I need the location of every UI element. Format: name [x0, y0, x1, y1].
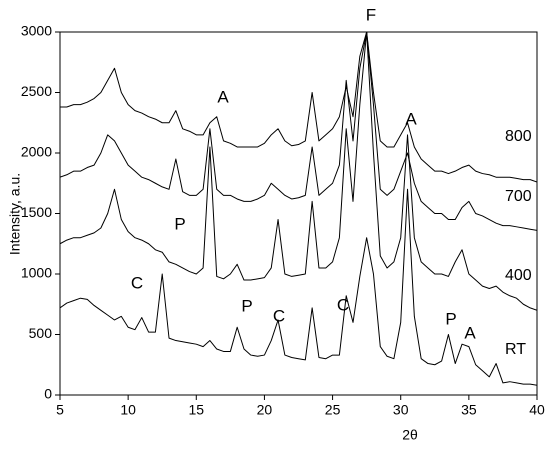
- peak-annotation: A: [405, 109, 417, 128]
- x-tick-label: 5: [56, 402, 64, 418]
- x-tick-label: 40: [529, 402, 545, 418]
- series-label: RT: [505, 341, 526, 358]
- y-tick-label: 0: [44, 386, 52, 402]
- peak-annotation: C: [131, 273, 143, 292]
- x-tick-label: 10: [120, 402, 136, 418]
- peak-annotation: F: [366, 5, 376, 24]
- xrd-line: [60, 32, 537, 231]
- series-label: 700: [505, 188, 532, 205]
- x-tick-label: 30: [393, 402, 409, 418]
- xrd-line: [60, 32, 537, 311]
- x-axis-label: 2θ: [402, 427, 418, 443]
- x-tick-label: 35: [461, 402, 477, 418]
- xrd-line: [60, 188, 537, 386]
- peak-annotation: P: [241, 296, 252, 315]
- x-tick-label: 25: [325, 402, 341, 418]
- peak-annotation: A: [464, 323, 476, 342]
- y-tick-label: 1000: [21, 265, 52, 281]
- x-tick-label: 15: [188, 402, 204, 418]
- y-tick-label: 3000: [21, 23, 52, 39]
- series-label: 800: [505, 128, 532, 145]
- xrd-line: [60, 32, 537, 183]
- y-tick-label: 2500: [21, 83, 52, 99]
- peak-annotation: P: [445, 309, 456, 328]
- x-tick-label: 20: [257, 402, 273, 418]
- y-axis-label: Intensity, a.u.: [7, 173, 23, 255]
- peak-annotation: A: [217, 87, 229, 106]
- y-tick-label: 1500: [21, 204, 52, 220]
- peak-annotation: C: [337, 295, 349, 314]
- series-label: 400: [505, 267, 532, 284]
- y-tick-label: 2000: [21, 144, 52, 160]
- plot-area: [60, 32, 537, 386]
- y-tick-label: 500: [29, 325, 53, 341]
- peak-annotation: C: [273, 306, 285, 325]
- peak-annotation: P: [174, 214, 185, 233]
